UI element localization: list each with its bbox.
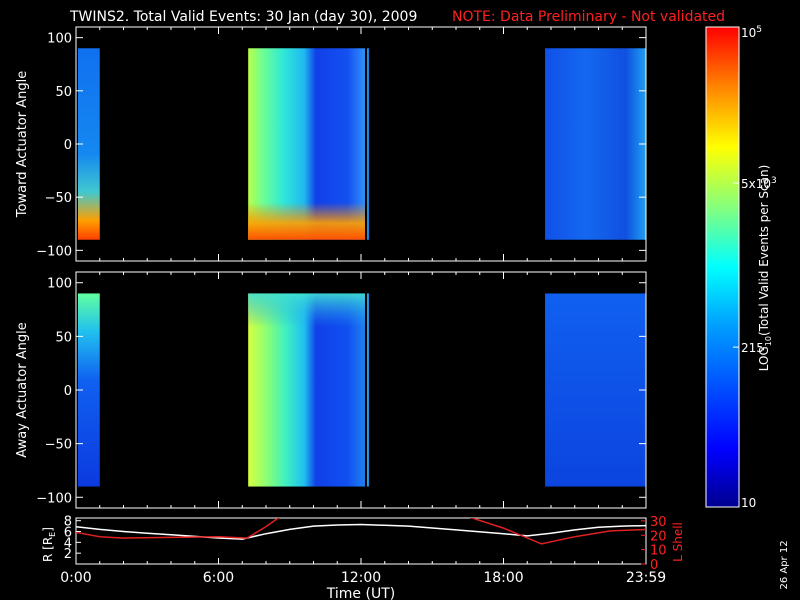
time-tick-label: 18:00 <box>483 570 523 586</box>
colorbar-ticks: 10 215 5x103 105 <box>733 25 777 510</box>
away-block-top-band <box>248 293 365 390</box>
toward-block-bottom-band <box>248 202 365 240</box>
away-heatmap <box>77 293 646 487</box>
away-data-block <box>77 293 100 487</box>
away-ytick-label: −50 <box>45 438 72 453</box>
colorbar: 10 215 5x103 105 LOG10(Total Valid Events p… <box>705 25 777 510</box>
toward-data-block <box>366 48 369 240</box>
x-axis-label: Time (UT) <box>326 586 395 600</box>
time-tick-label: 12:00 <box>341 570 381 586</box>
toward-ytick-label: 50 <box>55 85 72 100</box>
toward-x-ticks <box>75 27 647 261</box>
colorbar-tick-label: 5x103 <box>741 176 777 191</box>
toward-data-block <box>545 48 646 240</box>
away-data-block <box>366 293 369 487</box>
chart-title: TWINS2. Total Valid Events: 30 Jan (day … <box>69 9 417 25</box>
footer-date: 26 Apr 12 <box>779 540 790 589</box>
r-axis-label: R [RE] <box>41 527 57 562</box>
toward-heatmap <box>77 48 646 240</box>
lshell-tick-label: 30 <box>650 515 667 530</box>
away-data-block <box>545 293 646 487</box>
r-tick-label: 8 <box>64 515 72 530</box>
lshell-tick-label: 20 <box>650 529 667 544</box>
colorbar-tick-label: 10 <box>741 496 756 510</box>
colorbar-tick-label: 105 <box>741 25 762 40</box>
toward-ytick-label: 100 <box>47 32 72 47</box>
lshell-axis-label: L Shell <box>671 522 685 562</box>
away-y-axis: 100 50 0 −50 −100 <box>36 277 646 506</box>
toward-ylabel: Toward Actuator Angle <box>15 71 30 218</box>
away-ylabel: Away Actuator Angle <box>15 322 30 457</box>
time-tick-label: 0:00 <box>60 570 91 586</box>
toward-ytick-label: −50 <box>45 191 72 206</box>
away-x-ticks <box>75 272 647 508</box>
time-tick-label: 6:00 <box>203 570 234 586</box>
toward-y-axis: 100 50 0 −50 −100 <box>36 32 646 259</box>
toward-ytick-label: −100 <box>36 244 72 259</box>
time-axis: 0:00 6:00 12:00 18:00 23:59 <box>60 558 666 586</box>
toward-ytick-label: 0 <box>64 138 72 153</box>
away-ytick-label: 50 <box>55 330 72 345</box>
lshell-line <box>76 518 646 545</box>
away-ytick-label: 100 <box>47 277 72 292</box>
r-tick-label: 2 <box>64 547 72 562</box>
r-tick-label: 4 <box>64 536 72 551</box>
orbit-lines <box>76 518 646 545</box>
lshell-tick-label: 10 <box>650 544 667 559</box>
away-ytick-label: −100 <box>36 491 72 506</box>
preliminary-note: NOTE: Data Preliminary - Not validated <box>452 9 725 25</box>
toward-panel: 100 50 0 −50 −100 Toward Actuator Angle <box>15 26 647 262</box>
r-tick-label: 6 <box>64 526 72 541</box>
lshell-tick-label: 0 <box>650 558 658 573</box>
colorbar-label: LOG10(Total Valid Events per Scan) <box>757 165 773 372</box>
colorbar-gradient <box>705 26 740 508</box>
colorbar-tick-label: 215 <box>741 341 764 355</box>
time-tick-label: 23:59 <box>626 570 666 586</box>
away-ytick-label: 0 <box>64 384 72 399</box>
r-distance-line <box>76 523 646 540</box>
toward-data-block <box>77 48 100 240</box>
away-panel: 100 50 0 −50 −100 Away Actuator Angle <box>15 271 647 509</box>
